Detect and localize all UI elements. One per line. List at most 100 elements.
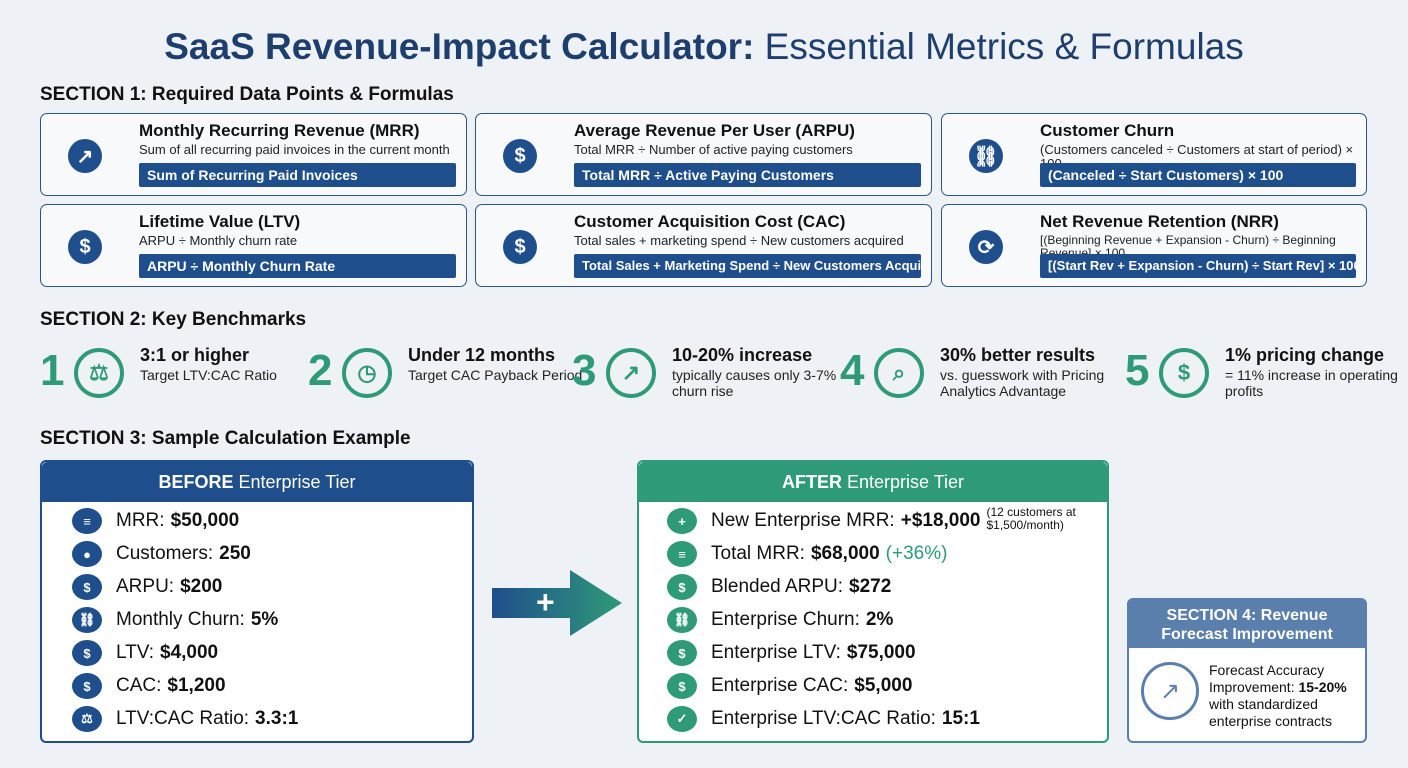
metric-formula: Total Sales + Marketing Spend ÷ New Cust… bbox=[574, 254, 921, 278]
section2-label: SECTION 2: Key Benchmarks bbox=[40, 309, 307, 330]
metric-change: (+36%) bbox=[885, 543, 948, 564]
user-dollar-icon: $ bbox=[72, 574, 102, 600]
metric-title: Customer Churn bbox=[1040, 121, 1175, 140]
metric-title: Customer Acquisition Cost (CAC) bbox=[574, 212, 846, 231]
benchmark-subtext: Target CAC Payback Period bbox=[408, 367, 583, 383]
section4-text: Forecast Accuracy Improvement: 15-20% wi… bbox=[1209, 662, 1347, 729]
before-metric-row: $ CAC: $1,200 bbox=[72, 673, 226, 699]
metric-label: CAC: bbox=[116, 675, 162, 696]
crystal-ball-chart-icon: ↗ bbox=[1141, 662, 1199, 720]
metric-label: LTV: bbox=[116, 642, 155, 663]
benchmark-headline: Under 12 months bbox=[408, 345, 556, 365]
benchmark-number: 1 bbox=[40, 346, 65, 395]
benchmark-item: 2 ◷ Under 12 months Target CAC Payback Peri… bbox=[308, 340, 582, 405]
benchmark-subtext: = 11% increase in operating profits bbox=[1225, 367, 1398, 399]
chart-up-drop-icon: ↗ bbox=[606, 348, 656, 398]
metric-label: ARPU: bbox=[116, 576, 175, 597]
metric-value: $5,000 bbox=[854, 675, 913, 696]
benchmark-subtext: typically causes only 3-7% churn rise bbox=[672, 367, 837, 399]
metric-card: ⟳ Net Revenue Retention (NRR) [(Beginning … bbox=[941, 204, 1367, 287]
before-metric-row: ⛓ Monthly Churn: 5% bbox=[72, 607, 278, 633]
before-panel: BEFORE Enterprise Tier ≡ MRR: $50,000 ● Cust… bbox=[40, 460, 474, 743]
scale-check-icon: ✓ bbox=[667, 706, 697, 732]
after-metric-row: ✓ Enterprise LTV:CAC Ratio: 15:1 bbox=[667, 706, 980, 732]
metric-label: Enterprise CAC: bbox=[711, 675, 849, 696]
benchmark-number: 3 bbox=[572, 346, 597, 395]
money-bag-up-icon: $ bbox=[1159, 348, 1209, 398]
section3-label: SECTION 3: Sample Calculation Example bbox=[40, 428, 411, 449]
metric-value: $272 bbox=[849, 576, 892, 597]
broken-link-icon: ⛓ bbox=[956, 128, 1016, 184]
metric-value: $68,000 bbox=[810, 543, 880, 564]
metric-note: (12 customers at $1,500/month) bbox=[986, 505, 1076, 532]
dollar-arrow-icon: $ bbox=[667, 640, 697, 666]
after-metric-row: ⛓ Enterprise Churn: 2% bbox=[667, 607, 893, 633]
metric-value: $4,000 bbox=[160, 642, 219, 663]
metric-card: ⛓ Customer Churn (Customers canceled ÷ Cus… bbox=[941, 113, 1367, 196]
metric-value: 2% bbox=[865, 609, 894, 630]
metric-formula: (Canceled ÷ Start Customers) × 100 bbox=[1040, 163, 1356, 187]
metric-label: LTV:CAC Ratio: bbox=[116, 708, 250, 729]
metric-label: Enterprise LTV: bbox=[711, 642, 841, 663]
benchmark-headline: 10-20% increase bbox=[672, 345, 813, 365]
metric-label: Enterprise LTV:CAC Ratio: bbox=[711, 708, 936, 729]
benchmark-item: 3 ↗ 10-20% increase typically causes only 3… bbox=[572, 340, 842, 405]
plus-symbol: + bbox=[536, 584, 555, 620]
after-metric-row: $ Enterprise CAC: $5,000 bbox=[667, 673, 912, 699]
section4-header: SECTION 4: Revenue Forecast Improvement bbox=[1129, 600, 1365, 648]
metric-value: $75,000 bbox=[846, 642, 916, 663]
hand-dollar-icon: $ bbox=[72, 673, 102, 699]
metric-description: ARPU ÷ Monthly churn rate bbox=[139, 233, 298, 248]
section1-label: SECTION 1: Required Data Points & Formul… bbox=[40, 84, 454, 105]
before-metric-row: ⚖ LTV:CAC Ratio: 3.3:1 bbox=[72, 706, 298, 732]
metric-label: Total MRR: bbox=[711, 543, 805, 564]
metric-value: 15:1 bbox=[941, 708, 980, 729]
metric-card: $ Customer Acquisition Cost (CAC) Total sa… bbox=[475, 204, 932, 287]
metric-label: Customers: bbox=[116, 543, 214, 564]
metric-value: +$18,000 bbox=[900, 510, 981, 531]
coins-icon: ≡ bbox=[667, 541, 697, 567]
section4-panel: SECTION 4: Revenue Forecast Improvement … bbox=[1127, 598, 1367, 743]
benchmark-headline: 1% pricing change bbox=[1225, 345, 1385, 365]
benchmark-item: 1 ⚖ 3:1 or higher Target LTV:CAC Ratio bbox=[40, 340, 310, 405]
metric-title: Monthly Recurring Revenue (MRR) bbox=[139, 121, 420, 140]
metric-label: Blended ARPU: bbox=[711, 576, 844, 597]
benchmark-item: 5 $1% pricing change = 11% increase in ope… bbox=[1125, 340, 1398, 405]
benchmark-item: 4 ⌕ 30% better results vs. guesswork with P… bbox=[840, 340, 1110, 405]
metric-description: Total MRR ÷ Number of active paying cust… bbox=[574, 142, 853, 157]
dollar-arrow-icon: $ bbox=[72, 640, 102, 666]
metric-value: $1,200 bbox=[167, 675, 226, 696]
before-metric-row: ≡ MRR: $50,000 bbox=[72, 508, 239, 534]
metric-value: 3.3:1 bbox=[255, 708, 299, 729]
metric-value: 5% bbox=[250, 609, 279, 630]
benchmark-headline: 3:1 or higher bbox=[140, 345, 250, 365]
metric-card: ↗ Monthly Recurring Revenue (MRR) Sum of a… bbox=[40, 113, 467, 196]
after-metric-row: $ Blended ARPU: $272 bbox=[667, 574, 891, 600]
benchmark-number: 4 bbox=[840, 346, 865, 395]
metric-description: Sum of all recurring paid invoices in th… bbox=[139, 142, 450, 157]
after-metric-row: $ Enterprise LTV: $75,000 bbox=[667, 640, 916, 666]
benchmark-subtext: Target LTV:CAC Ratio bbox=[140, 367, 277, 383]
broken-link-icon: ⛓ bbox=[667, 607, 697, 633]
metric-title: Net Revenue Retention (NRR) bbox=[1040, 212, 1279, 231]
after-metric-row: ≡ Total MRR: $68,000 (+36%) bbox=[667, 541, 947, 567]
metric-value: 250 bbox=[219, 543, 251, 564]
user-dollar-icon: $ bbox=[490, 128, 550, 184]
plus-arrow-icon: + bbox=[492, 570, 622, 636]
after-panel: AFTER Enterprise Tier + New Enterprise MR… bbox=[637, 460, 1109, 743]
before-metric-row: $ LTV: $4,000 bbox=[72, 640, 218, 666]
circular-growth-icon: ⟳ bbox=[956, 219, 1016, 275]
scale-icon: ⚖ bbox=[74, 348, 124, 398]
before-header: BEFORE Enterprise Tier bbox=[42, 462, 472, 502]
metric-value: $200 bbox=[180, 576, 223, 597]
users-icon: ● bbox=[72, 541, 102, 567]
hand-dollar-icon: $ bbox=[490, 219, 550, 275]
dollar-arrow-icon: $ bbox=[55, 219, 115, 275]
scale-icon: ⚖ bbox=[72, 706, 102, 732]
metric-description: Total sales + marketing spend ÷ New cust… bbox=[574, 233, 904, 248]
metric-label: New Enterprise MRR: bbox=[711, 510, 895, 531]
after-header: AFTER Enterprise Tier bbox=[639, 462, 1107, 502]
metric-formula: Sum of Recurring Paid Invoices bbox=[139, 163, 456, 187]
metric-label: MRR: bbox=[116, 510, 165, 531]
benchmark-headline: 30% better results bbox=[940, 345, 1096, 365]
